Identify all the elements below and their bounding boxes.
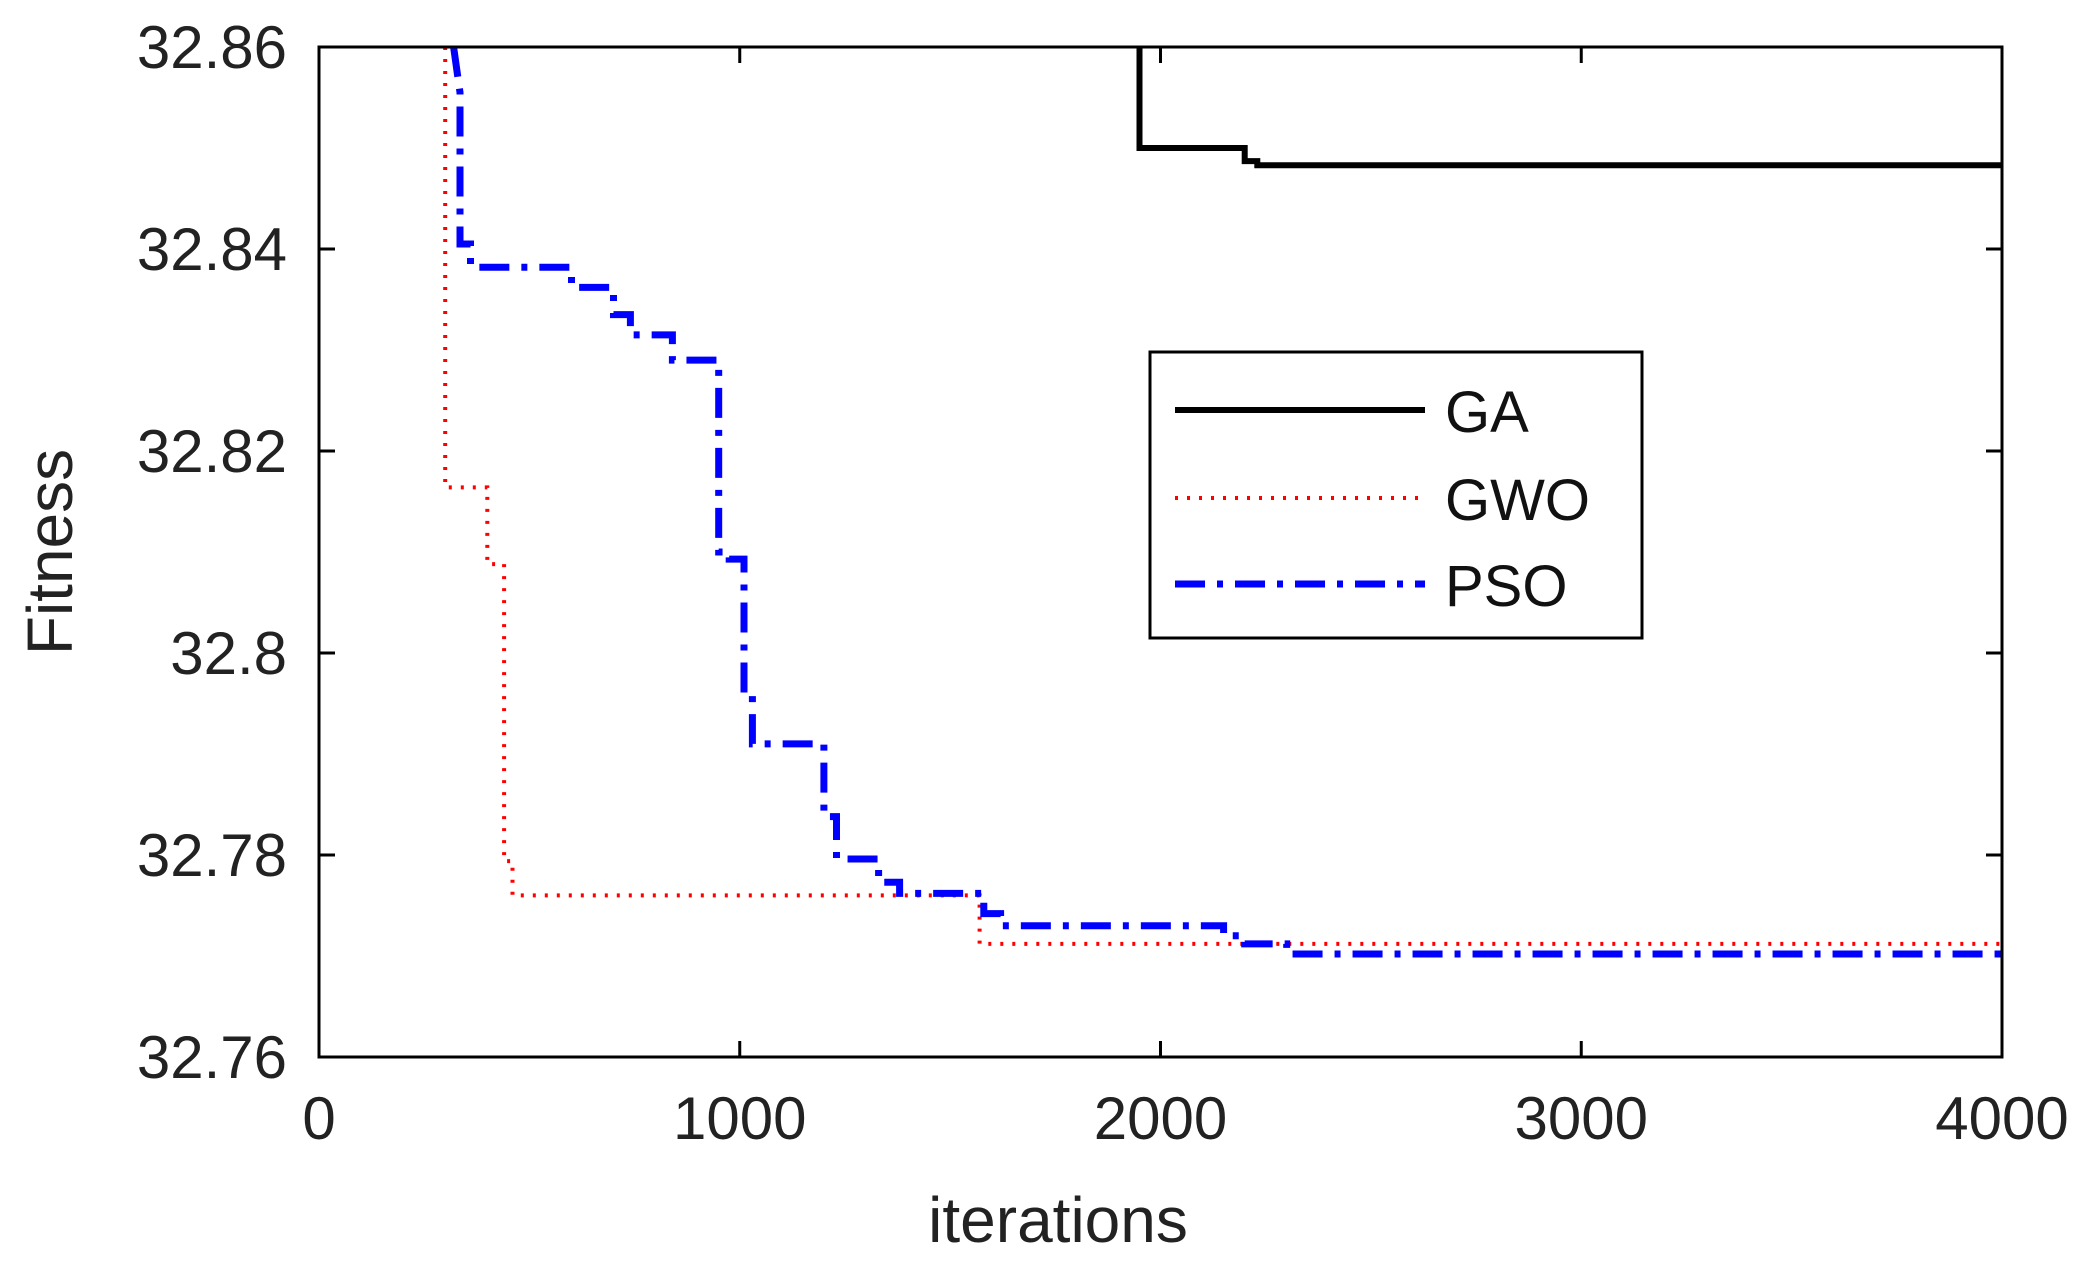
- legend-label-gwo: GWO: [1445, 468, 1590, 533]
- y-tick-label: 32.84: [137, 216, 287, 283]
- x-tick-label: 4000: [1935, 1085, 2068, 1152]
- series-line-pso: [450, 47, 2002, 958]
- legend-label-pso: PSO: [1445, 554, 1568, 619]
- tick-labels: 0 1000 2000 3000 4000 32.76 32.78 32.8 32.82 32.8…: [137, 14, 2069, 1152]
- y-tick-label: 32.86: [137, 14, 287, 81]
- x-axis-label: iterations: [928, 1184, 1188, 1256]
- plot-frame: [317, 45, 2004, 1059]
- series-layer: [443, 47, 2002, 958]
- legend-box: [1148, 350, 1644, 640]
- x-tick-label: 1000: [673, 1085, 806, 1152]
- y-axis-label: Fitness: [14, 449, 86, 655]
- x-tick-label: 3000: [1515, 1085, 1648, 1152]
- x-tick-label: 2000: [1094, 1085, 1227, 1152]
- legend: GA GWO PSO: [1148, 350, 1644, 640]
- y-tick-label: 32.78: [137, 822, 287, 889]
- x-tick-label: 0: [302, 1085, 335, 1152]
- legend-label-ga: GA: [1445, 380, 1529, 445]
- series-line-gwo: [443, 47, 2002, 946]
- y-tick-label: 32.82: [137, 418, 287, 485]
- y-tick-label: 32.8: [170, 620, 287, 687]
- y-tick-label: 32.76: [137, 1024, 287, 1091]
- series-line-ga: [1136, 47, 2002, 169]
